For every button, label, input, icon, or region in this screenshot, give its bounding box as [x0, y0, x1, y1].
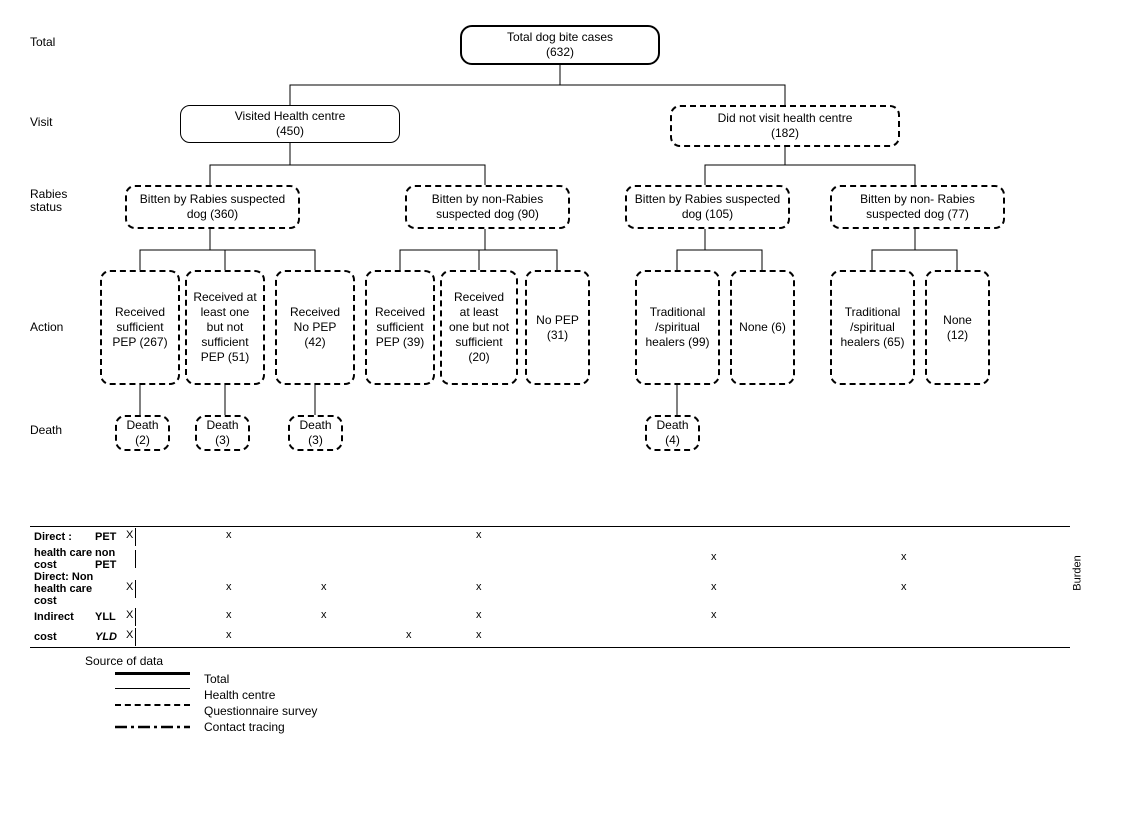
node-a4: Received sufficient PEP (39): [365, 270, 435, 385]
x-mark: x: [476, 529, 482, 541]
legend-label: Health centre: [204, 688, 275, 702]
legend-swatch: [115, 688, 190, 702]
legend: Source of data Total Health centre Questio…: [85, 654, 1093, 734]
node-d2: Death (3): [195, 415, 250, 451]
x-mark: X: [126, 529, 133, 541]
x-mark: x: [226, 581, 232, 593]
node-a10: None (12): [925, 270, 990, 385]
legend-label: Total: [204, 672, 229, 686]
node-visit-no: Did not visit health centre(182): [670, 105, 900, 147]
x-mark: x: [711, 551, 717, 563]
legend-row: Health centre: [115, 688, 1093, 702]
x-mark: x: [321, 609, 327, 621]
x-mark: x: [476, 629, 482, 641]
node-root: Total dog bite cases(632): [460, 25, 660, 65]
burden-label: Burden: [1071, 555, 1083, 590]
legend-row: Total: [115, 672, 1093, 686]
legend-swatch: [115, 704, 190, 718]
node-visit-yes: Visited Health centre(450): [180, 105, 400, 143]
node-a9: Traditional /spiritual healers (65): [830, 270, 915, 385]
x-mark: x: [901, 581, 907, 593]
row-label-death: Death: [30, 423, 85, 437]
node-r2: Bitten by non-Rabies suspected dog (90): [405, 185, 570, 229]
legend-row: Contact tracing: [115, 720, 1093, 734]
row-label-action: Action: [30, 320, 85, 334]
x-mark: x: [476, 581, 482, 593]
node-d3: Death (3): [288, 415, 343, 451]
legend-row: Questionnaire survey: [115, 704, 1093, 718]
legend-label: Contact tracing: [204, 720, 285, 734]
row-label-visit: Visit: [30, 115, 85, 129]
legend-title: Source of data: [85, 654, 1093, 668]
cost-rows: Direct :PETXxxhealth care costnon PETxxD…: [30, 527, 1070, 647]
cost-row: costYLDXxxx: [30, 627, 1070, 647]
legend-swatch: [115, 720, 190, 734]
legend-swatch: [115, 672, 190, 686]
row-label-total: Total: [30, 35, 85, 49]
row-label-rabies: Rabies status: [30, 188, 85, 214]
x-mark: x: [711, 609, 717, 621]
cost-row: IndirectYLLXxxxx: [30, 607, 1070, 627]
node-r1: Bitten by Rabies suspected dog (360): [125, 185, 300, 229]
node-d4: Death (4): [645, 415, 700, 451]
x-mark: x: [226, 629, 232, 641]
legend-label: Questionnaire survey: [204, 704, 317, 718]
x-mark: x: [901, 551, 907, 563]
x-mark: x: [321, 581, 327, 593]
x-mark: X: [126, 609, 133, 621]
node-a8: None (6): [730, 270, 795, 385]
cost-row: health care costnon PETxx: [30, 547, 1070, 571]
x-mark: x: [406, 629, 412, 641]
node-a3: Received No PEP (42): [275, 270, 355, 385]
cost-table: Burden Direct :PETXxxhealth care costnon…: [30, 526, 1070, 648]
node-a7: Traditional /spiritual healers (99): [635, 270, 720, 385]
x-mark: X: [126, 629, 133, 641]
node-a5: Received at least one but not sufficient…: [440, 270, 518, 385]
cost-row: Direct :PETXxx: [30, 527, 1070, 547]
x-mark: x: [226, 609, 232, 621]
node-r3: Bitten by Rabies suspected dog (105): [625, 185, 790, 229]
node-d1: Death (2): [115, 415, 170, 451]
x-mark: X: [126, 581, 133, 593]
x-mark: x: [226, 529, 232, 541]
node-a6: No PEP (31): [525, 270, 590, 385]
node-a2: Received at least one but not sufficient…: [185, 270, 265, 385]
node-r4: Bitten by non- Rabies suspected dog (77): [830, 185, 1005, 229]
tree-diagram: Total Visit Rabies status Action Death: [30, 20, 1093, 520]
x-mark: x: [711, 581, 717, 593]
cost-row: Direct: Non health care costXxxxxx: [30, 571, 1070, 607]
node-a1: Received sufficient PEP (267): [100, 270, 180, 385]
x-mark: x: [476, 609, 482, 621]
